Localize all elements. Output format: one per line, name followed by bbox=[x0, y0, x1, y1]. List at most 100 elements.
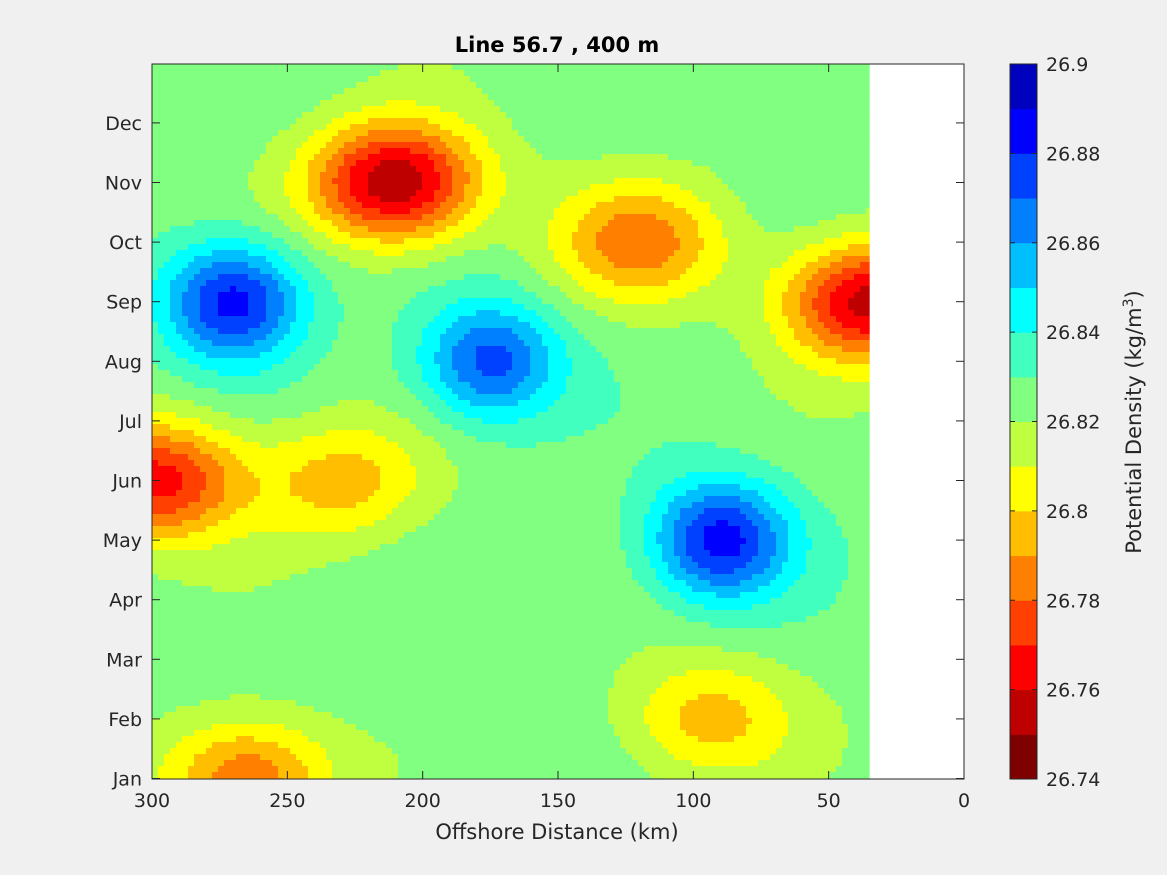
contour-cell bbox=[308, 358, 315, 365]
contour-cell bbox=[296, 700, 303, 707]
contour-cell bbox=[188, 520, 195, 527]
contour-cell bbox=[260, 658, 267, 665]
contour-cell bbox=[236, 436, 243, 443]
contour-cell bbox=[392, 412, 399, 419]
contour-cell bbox=[176, 76, 183, 83]
contour-cell bbox=[308, 754, 315, 761]
contour-cell bbox=[188, 112, 195, 119]
contour-cell bbox=[194, 574, 201, 581]
contour-cell bbox=[278, 574, 285, 581]
contour-cell bbox=[254, 154, 261, 161]
contour-cell bbox=[350, 628, 357, 635]
contour-cell bbox=[290, 280, 297, 287]
contour-cell bbox=[188, 664, 195, 671]
contour-cell bbox=[374, 106, 381, 113]
contour-cell bbox=[164, 394, 171, 401]
contour-cell bbox=[332, 352, 339, 359]
contour-cell bbox=[200, 364, 207, 371]
contour-cell bbox=[260, 154, 267, 161]
contour-cell bbox=[266, 172, 273, 179]
contour-cell bbox=[164, 760, 171, 767]
contour-cell bbox=[278, 412, 285, 419]
contour-cell bbox=[200, 592, 207, 599]
contour-cell bbox=[392, 64, 399, 71]
contour-cell bbox=[374, 604, 381, 611]
contour-cell bbox=[344, 604, 351, 611]
contour-cell bbox=[248, 664, 255, 671]
contour-cell bbox=[302, 154, 309, 161]
contour-cell bbox=[392, 634, 399, 641]
contour-cell bbox=[296, 562, 303, 569]
contour-cell bbox=[266, 244, 273, 251]
contour-cell bbox=[344, 562, 351, 569]
contour-cell bbox=[344, 616, 351, 623]
contour-cell bbox=[206, 694, 213, 701]
contour-cell bbox=[374, 742, 381, 749]
contour-cell bbox=[188, 586, 195, 593]
contour-cell bbox=[344, 664, 351, 671]
contour-cell bbox=[182, 364, 189, 371]
contour-cell bbox=[152, 76, 159, 83]
contour-cell bbox=[260, 628, 267, 635]
contour-cell bbox=[260, 250, 267, 257]
contour-cell bbox=[344, 730, 351, 737]
contour-cell bbox=[212, 280, 219, 287]
contour-cell bbox=[344, 418, 351, 425]
contour-cell bbox=[236, 652, 243, 659]
contour-cell bbox=[170, 640, 177, 647]
contour-cell bbox=[338, 100, 345, 107]
contour-cell bbox=[350, 334, 357, 341]
contour-cell bbox=[380, 76, 387, 83]
contour-cell bbox=[290, 514, 297, 521]
contour-cell bbox=[308, 670, 315, 677]
contour-cell bbox=[248, 544, 255, 551]
contour-cell bbox=[326, 400, 333, 407]
contour-cell bbox=[212, 472, 219, 479]
contour-cell bbox=[266, 598, 273, 605]
contour-cell bbox=[320, 496, 327, 503]
contour-cell bbox=[272, 640, 279, 647]
contour-cell bbox=[314, 748, 321, 755]
contour-cell bbox=[338, 718, 345, 725]
contour-cell bbox=[170, 544, 177, 551]
contour-cell bbox=[380, 196, 387, 203]
contour-cell bbox=[386, 586, 393, 593]
contour-cell bbox=[284, 520, 291, 527]
contour-cell bbox=[176, 598, 183, 605]
contour-cell bbox=[152, 388, 159, 395]
contour-cell bbox=[242, 130, 249, 137]
contour-cell bbox=[320, 406, 327, 413]
contour-cell bbox=[362, 568, 369, 575]
contour-cell bbox=[152, 346, 159, 353]
contour-cell bbox=[164, 310, 171, 317]
contour-cell bbox=[374, 322, 381, 329]
contour-cell bbox=[278, 340, 285, 347]
contour-cell bbox=[152, 526, 159, 533]
contour-cell bbox=[344, 724, 351, 731]
contour-cell bbox=[224, 502, 231, 509]
contour-cell bbox=[398, 106, 405, 113]
contour-cell bbox=[152, 574, 159, 581]
contour-cell bbox=[266, 100, 273, 107]
contour-cell bbox=[380, 172, 387, 179]
contour-cell bbox=[242, 100, 249, 107]
contour-cell bbox=[248, 718, 255, 725]
contour-cell bbox=[260, 550, 267, 557]
contour-cell bbox=[290, 256, 297, 263]
contour-cell bbox=[278, 280, 285, 287]
contour-cell bbox=[254, 316, 261, 323]
contour-cell bbox=[302, 136, 309, 143]
contour-cell bbox=[380, 646, 387, 653]
contour-cell bbox=[164, 562, 171, 569]
contour-cell bbox=[296, 262, 303, 269]
contour-cell bbox=[374, 298, 381, 305]
contour-cell bbox=[314, 532, 321, 539]
contour-cell bbox=[392, 322, 399, 329]
contour-cell bbox=[182, 592, 189, 599]
contour-cell bbox=[338, 712, 345, 719]
contour-cell bbox=[344, 166, 351, 173]
contour-cell bbox=[362, 544, 369, 551]
contour-cell bbox=[218, 178, 225, 185]
contour-cell bbox=[176, 376, 183, 383]
contour-cell bbox=[296, 100, 303, 107]
